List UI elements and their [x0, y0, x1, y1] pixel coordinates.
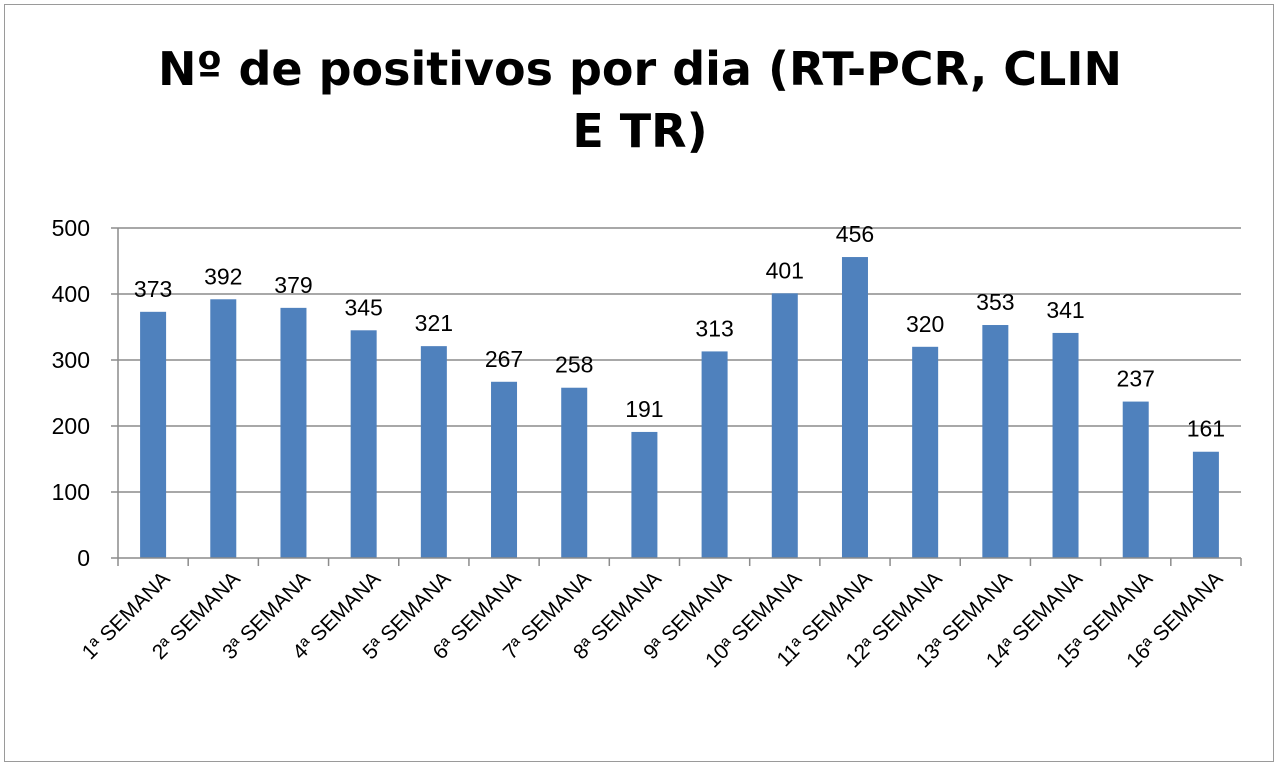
y-tick-label: 200 [52, 413, 90, 439]
chart-title: Nº de positivos por dia (RT-PCR, CLIN E … [0, 38, 1280, 162]
y-tick-label: 300 [52, 347, 90, 373]
bar [280, 307, 307, 558]
data-label: 267 [485, 346, 523, 372]
bars [140, 257, 1219, 558]
data-label: 320 [906, 311, 944, 337]
data-label: 341 [1046, 297, 1084, 323]
data-label: 373 [134, 276, 172, 302]
bar [350, 330, 377, 558]
data-label: 401 [766, 257, 804, 283]
bar [420, 346, 447, 558]
data-label: 345 [344, 294, 382, 320]
y-tick-label: 400 [52, 281, 90, 307]
axes [117, 228, 1242, 566]
data-labels: 373 392 379 345 321 267 258 191 313 401 456 320 353 3… [134, 221, 1225, 442]
bar [1122, 401, 1149, 558]
data-label: 313 [695, 315, 733, 341]
data-label: 191 [625, 396, 663, 422]
bar [561, 387, 588, 558]
bar [1192, 451, 1219, 558]
y-tick-label: 0 [77, 545, 90, 571]
bar [841, 257, 868, 558]
y-tick-label: 100 [52, 479, 90, 505]
bar [140, 311, 167, 558]
data-label: 456 [836, 221, 874, 247]
chart-title-line-2: E TR) [572, 104, 708, 158]
bar [701, 351, 728, 558]
bar [912, 346, 939, 558]
data-label: 258 [555, 352, 593, 378]
data-label: 353 [976, 289, 1014, 315]
bar [771, 293, 798, 558]
bar [491, 381, 518, 558]
y-tick-label: 500 [52, 215, 90, 241]
bar [982, 325, 1009, 558]
data-label: 379 [274, 272, 312, 298]
bar [631, 431, 658, 558]
data-label: 237 [1117, 366, 1155, 392]
chart-title-line-1: Nº de positivos por dia (RT-PCR, CLIN [157, 42, 1122, 96]
data-label: 392 [204, 263, 242, 289]
bar [210, 299, 237, 558]
y-axis-ticks: 0 100 200 300 400 500 [52, 215, 118, 571]
data-label: 161 [1187, 416, 1225, 442]
data-label: 321 [415, 310, 453, 336]
bar [1052, 332, 1079, 558]
